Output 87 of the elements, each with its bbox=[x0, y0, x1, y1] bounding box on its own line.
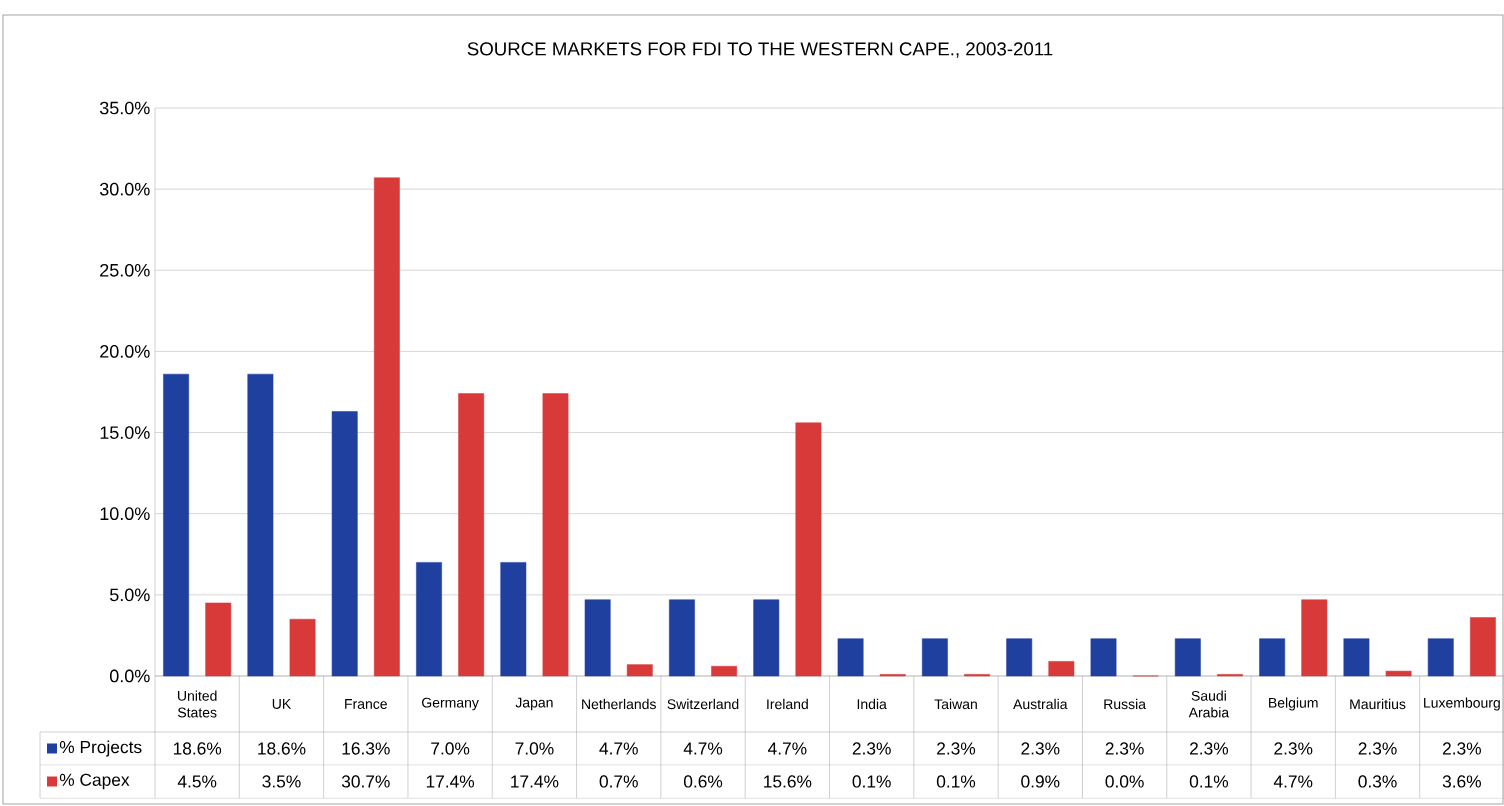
bar bbox=[542, 393, 569, 677]
bar bbox=[416, 562, 442, 677]
data-label: 2.3% bbox=[1274, 742, 1313, 755]
x-tick-label: UK bbox=[272, 699, 292, 709]
bar bbox=[373, 177, 400, 677]
x-tick-label: Luxembourg bbox=[1424, 697, 1500, 711]
bar bbox=[1174, 638, 1201, 677]
x-tick-label: United States bbox=[177, 690, 217, 718]
bar bbox=[669, 599, 695, 677]
data-label: 0.6% bbox=[683, 775, 723, 788]
data-label: 2.3% bbox=[1190, 742, 1229, 755]
data-label: 0.7% bbox=[599, 775, 638, 788]
data-label: 30.7% bbox=[341, 775, 390, 788]
bar bbox=[163, 373, 189, 677]
data-label: 4.7% bbox=[683, 742, 723, 755]
data-label: 7.0% bbox=[515, 742, 554, 755]
y-tick-label: 25.0% bbox=[100, 263, 150, 277]
x-tick-label: Saudi Arabia bbox=[1188, 690, 1230, 718]
data-label: 17.4% bbox=[426, 775, 475, 788]
x-tick-label: Japan bbox=[515, 697, 553, 711]
bar bbox=[1301, 599, 1328, 677]
data-label: 0.1% bbox=[852, 775, 891, 788]
bar bbox=[458, 393, 485, 677]
bar bbox=[1427, 638, 1454, 677]
y-tick-label: 10.0% bbox=[100, 507, 150, 521]
data-label: 4.7% bbox=[1273, 775, 1313, 788]
y-tick-label: 0.0% bbox=[109, 669, 150, 683]
bar bbox=[500, 562, 527, 677]
data-label: 3.5% bbox=[262, 775, 301, 788]
data-label: 4.5% bbox=[177, 775, 217, 788]
y-tick-label: 35.0% bbox=[99, 101, 150, 115]
bar bbox=[711, 665, 738, 677]
bar bbox=[1470, 617, 1496, 677]
data-label: 0.3% bbox=[1358, 775, 1397, 788]
bar bbox=[1048, 661, 1075, 677]
bar bbox=[331, 411, 358, 677]
y-tick-label: 15.0% bbox=[100, 426, 150, 439]
x-tick-label: Russia bbox=[1104, 698, 1146, 710]
bar bbox=[1385, 670, 1412, 677]
data-label: 4.7% bbox=[768, 742, 807, 755]
bar bbox=[289, 618, 316, 677]
bar bbox=[205, 602, 232, 677]
data-label: 15.6% bbox=[764, 775, 812, 788]
x-tick-label: Netherlands bbox=[582, 698, 656, 710]
y-tick-label: 20.0% bbox=[100, 345, 150, 358]
bar bbox=[795, 422, 822, 677]
x-tick-label: India bbox=[857, 698, 887, 710]
bar bbox=[1006, 638, 1033, 677]
data-label: 0.0% bbox=[1105, 775, 1144, 788]
data-label: 2.3% bbox=[1105, 742, 1144, 755]
bar bbox=[247, 373, 274, 677]
data-label: 16.3% bbox=[342, 742, 390, 755]
data-label: 17.4% bbox=[511, 775, 559, 788]
data-label: 18.6% bbox=[258, 742, 306, 755]
data-label: 3.6% bbox=[1442, 775, 1481, 788]
x-tick-label: Mauritius bbox=[1350, 698, 1406, 710]
bar bbox=[837, 638, 864, 677]
x-tick-label: Ireland bbox=[767, 698, 808, 710]
data-label: 0.1% bbox=[1189, 775, 1229, 788]
data-label: 7.0% bbox=[431, 742, 470, 755]
x-tick-label: Germany bbox=[422, 697, 479, 711]
data-label: 0.9% bbox=[1021, 775, 1060, 788]
bar bbox=[626, 664, 653, 677]
legend-label: % Projects bbox=[59, 740, 142, 757]
x-tick-label: France bbox=[345, 699, 387, 709]
data-label: 0.1% bbox=[936, 775, 976, 788]
data-label: 4.7% bbox=[599, 742, 638, 755]
bar bbox=[1343, 638, 1370, 677]
chart-title: SOURCE MARKETS FOR FDI TO THE WESTERN CAPE., 2003-2011 bbox=[467, 42, 1053, 58]
data-label: 2.3% bbox=[852, 742, 891, 755]
bar bbox=[584, 599, 611, 677]
x-tick-label: Belgium bbox=[1269, 697, 1318, 711]
bar bbox=[753, 599, 780, 677]
x-tick-label: Switzerland bbox=[667, 698, 739, 710]
y-tick-label: 30.0% bbox=[99, 182, 150, 196]
data-label: 2.3% bbox=[1358, 742, 1397, 755]
bar bbox=[921, 638, 948, 677]
data-label: 2.3% bbox=[1021, 742, 1060, 755]
bar bbox=[1259, 638, 1286, 677]
x-tick-label: Taiwan bbox=[934, 698, 977, 710]
legend-label: % Capex bbox=[59, 773, 130, 790]
x-tick-label: Australia bbox=[1013, 698, 1068, 710]
bar bbox=[1090, 638, 1117, 677]
data-label: 18.6% bbox=[173, 742, 222, 755]
y-tick-label: 5.0% bbox=[109, 588, 150, 602]
data-label: 2.3% bbox=[1442, 742, 1481, 755]
data-label: 2.3% bbox=[937, 742, 976, 755]
